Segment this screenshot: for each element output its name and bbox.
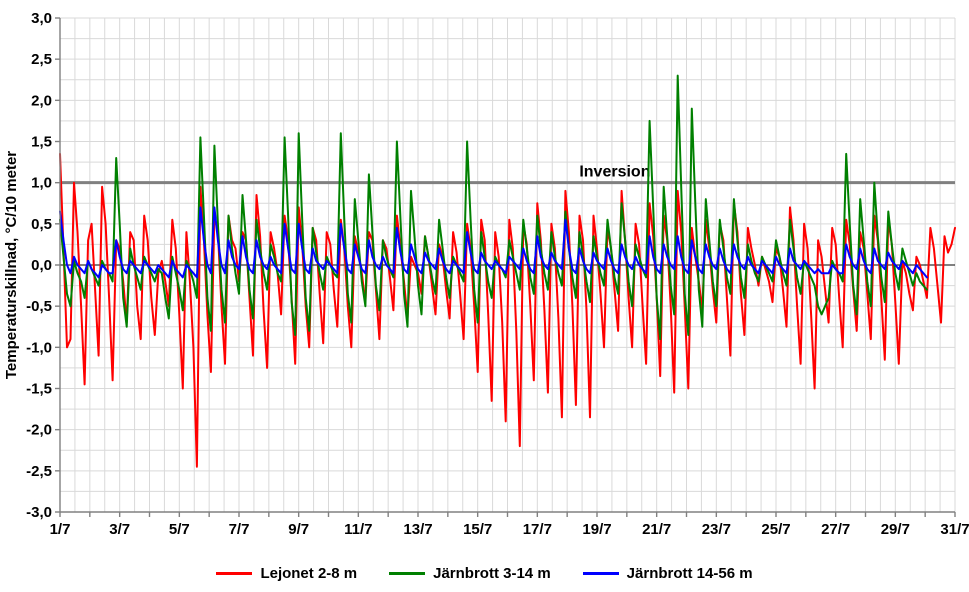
y-tick-label: -0,5 <box>26 298 52 315</box>
legend-swatch <box>583 572 619 575</box>
y-axis-label: Temperaturskillnad, °C/10 meter <box>3 151 20 379</box>
line-chart: Inversion -3,0 -2,5 -2,0 -1,5 -1,0 -0,5 0,0 0,5 1… <box>0 0 969 592</box>
y-tick-label: 2,0 <box>31 92 52 109</box>
x-tick-label: 27/7 <box>821 521 850 538</box>
y-tick-label: 0,5 <box>31 216 52 233</box>
y-tick-label: -2,0 <box>26 422 52 439</box>
legend-swatch <box>216 572 252 575</box>
y-tick-label: 0,0 <box>31 257 52 274</box>
chart-legend: Lejonet 2-8 m Järnbrott 3-14 m Järnbrott 1… <box>0 562 969 582</box>
y-tick-label: -2,5 <box>26 463 52 480</box>
y-tick-label: -1,0 <box>26 339 52 356</box>
y-tick-label: -3,0 <box>26 504 52 521</box>
x-tick-label: 15/7 <box>463 521 492 538</box>
x-tick-label: 7/7 <box>229 521 250 538</box>
y-tick-label: -1,5 <box>26 381 52 398</box>
x-tick-label: 11/7 <box>344 521 372 538</box>
x-tick-label: 1/7 <box>50 521 71 538</box>
legend-label: Lejonet 2-8 m <box>260 565 357 582</box>
x-tick-label: 17/7 <box>523 521 552 538</box>
y-tick-label: 1,0 <box>31 175 52 192</box>
legend-label: Järnbrott 14-56 m <box>627 565 753 582</box>
x-tick-label: 29/7 <box>881 521 910 538</box>
x-tick-label: 21/7 <box>642 521 671 538</box>
x-tick-label: 13/7 <box>403 521 432 538</box>
x-tick-label: 3/7 <box>109 521 130 538</box>
x-tick-label: 19/7 <box>582 521 611 538</box>
y-tick-label: 1,5 <box>31 134 52 151</box>
inversion-label: Inversion <box>579 164 650 181</box>
chart-container: Inversion -3,0 -2,5 -2,0 -1,5 -1,0 -0,5 0,0 0,5 1… <box>0 0 969 592</box>
x-tick-label: 31/7 <box>940 521 969 538</box>
legend-item-0: Lejonet 2-8 m <box>216 565 357 582</box>
x-tick-label: 25/7 <box>761 521 790 538</box>
y-tick-label: 2,5 <box>31 51 52 68</box>
legend-label: Järnbrott 3-14 m <box>433 565 551 582</box>
legend-swatch <box>389 572 425 575</box>
x-tick-label: 23/7 <box>702 521 731 538</box>
y-tick-label: 3,0 <box>31 10 52 27</box>
legend-item-1: Järnbrott 3-14 m <box>389 565 551 582</box>
legend-item-2: Järnbrott 14-56 m <box>583 565 753 582</box>
x-tick-label: 9/7 <box>288 521 309 538</box>
x-tick-label: 5/7 <box>169 521 190 538</box>
